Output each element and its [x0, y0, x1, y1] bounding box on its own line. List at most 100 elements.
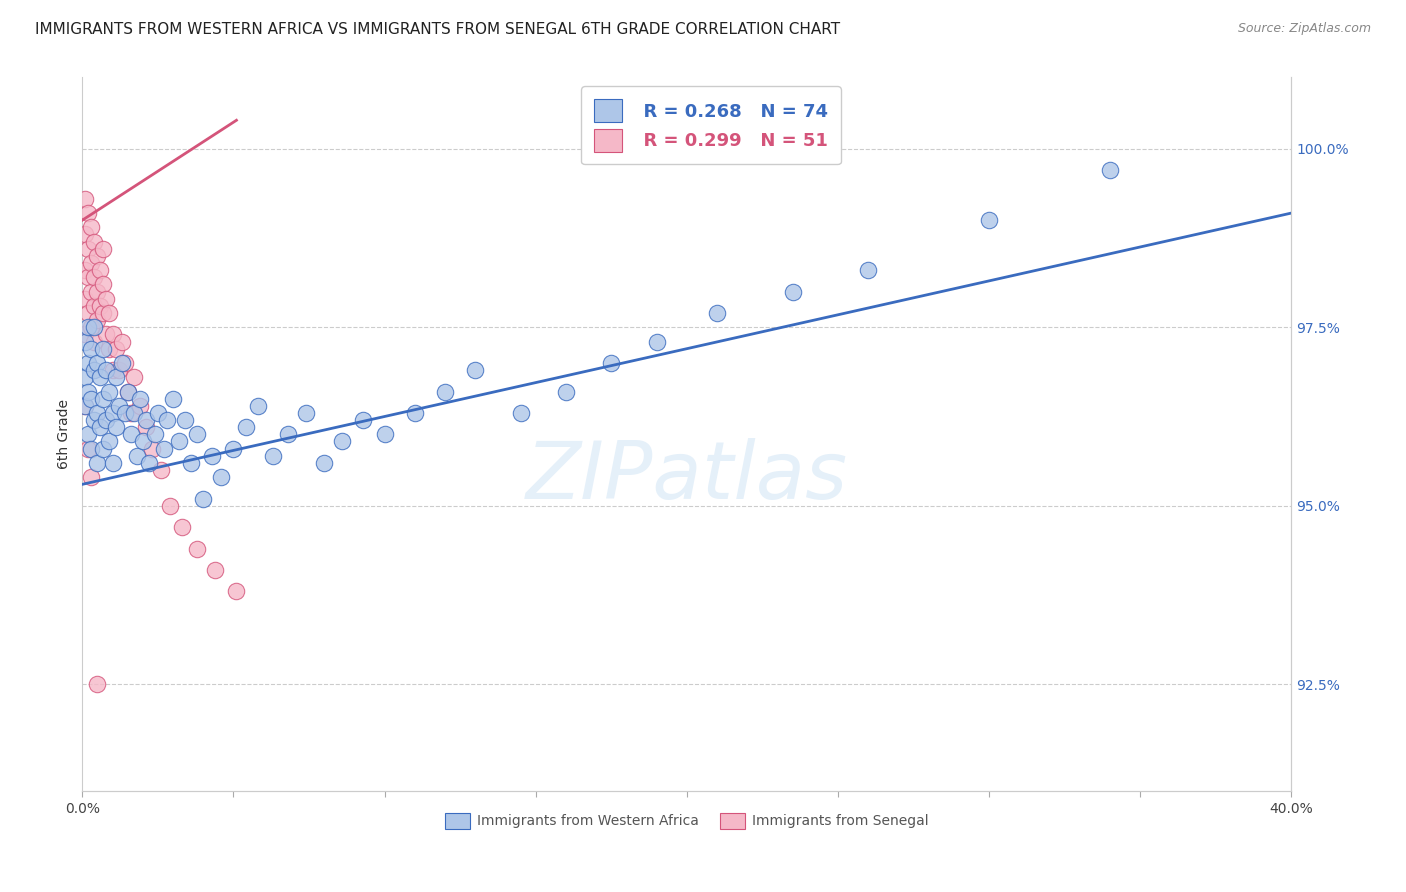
Point [83, 299, 105, 313]
Text: IMMIGRANTS FROM WESTERN AFRICA VS IMMIGRANTS FROM SENEGAL 6TH GRADE CORRELATION : IMMIGRANTS FROM WESTERN AFRICA VS IMMIGR… [35, 22, 841, 37]
Y-axis label: 6th Grade: 6th Grade [58, 400, 72, 469]
Point [101, 363, 124, 377]
Point [86, 249, 108, 263]
Point [404, 406, 426, 420]
Point [80, 392, 103, 406]
Point [80, 220, 103, 235]
Point [89, 263, 111, 277]
Point [75, 399, 97, 413]
Point [93, 392, 115, 406]
Point [77, 427, 100, 442]
Point [98, 384, 121, 399]
Point [77, 242, 100, 256]
Point [170, 520, 193, 534]
Point [86, 406, 108, 420]
Point [80, 442, 103, 456]
Point [75, 292, 97, 306]
Point [135, 413, 157, 427]
Point [75, 263, 97, 277]
Point [80, 470, 103, 484]
Point [75, 399, 97, 413]
Point [174, 413, 197, 427]
Point [80, 285, 103, 299]
Point [149, 463, 172, 477]
Point [162, 392, 184, 406]
Point [83, 235, 105, 249]
Point [277, 427, 299, 442]
Point [83, 363, 105, 377]
Point [101, 406, 124, 420]
Point [153, 442, 176, 456]
Point [146, 406, 169, 420]
Point [186, 427, 208, 442]
Point [120, 406, 142, 420]
Point [86, 456, 108, 470]
Point [374, 427, 396, 442]
Point [204, 563, 226, 577]
Point [262, 449, 284, 463]
Point [96, 413, 118, 427]
Point [235, 420, 257, 434]
Point [128, 392, 150, 406]
Point [83, 334, 105, 349]
Point [117, 384, 139, 399]
Point [93, 306, 115, 320]
Point [77, 270, 100, 285]
Point [83, 270, 105, 285]
Point [93, 277, 115, 292]
Point [93, 242, 115, 256]
Text: ZIPatlas: ZIPatlas [526, 438, 848, 516]
Point [110, 356, 132, 370]
Point [75, 370, 97, 384]
Point [77, 356, 100, 370]
Point [93, 442, 115, 456]
Point [122, 370, 145, 384]
Point [114, 356, 136, 370]
Point [330, 434, 353, 449]
Point [186, 541, 208, 556]
Point [98, 434, 121, 449]
Point [107, 399, 129, 413]
Point [120, 427, 142, 442]
Point [352, 413, 374, 427]
Point [93, 342, 115, 356]
Point [89, 370, 111, 384]
Point [114, 406, 136, 420]
Point [225, 584, 247, 599]
Point [98, 342, 121, 356]
Point [101, 327, 124, 342]
Point [77, 320, 100, 334]
Point [645, 334, 668, 349]
Point [77, 384, 100, 399]
Point [509, 406, 531, 420]
Point [104, 370, 127, 384]
Point [141, 442, 163, 456]
Point [77, 206, 100, 220]
Point [554, 384, 576, 399]
Point [222, 442, 245, 456]
Point [125, 449, 148, 463]
Point [86, 356, 108, 370]
Point [856, 263, 879, 277]
Point [101, 456, 124, 470]
Point [96, 292, 118, 306]
Point [201, 449, 224, 463]
Point [104, 342, 127, 356]
Point [159, 499, 181, 513]
Point [77, 306, 100, 320]
Point [167, 434, 190, 449]
Point [977, 213, 1000, 227]
Point [98, 306, 121, 320]
Point [434, 384, 457, 399]
Point [193, 491, 215, 506]
Point [295, 406, 318, 420]
Point [80, 256, 103, 270]
Point [135, 420, 157, 434]
Point [1098, 163, 1121, 178]
Point [75, 227, 97, 242]
Point [86, 677, 108, 691]
Point [180, 456, 202, 470]
Point [77, 442, 100, 456]
Point [122, 406, 145, 420]
Point [96, 327, 118, 342]
